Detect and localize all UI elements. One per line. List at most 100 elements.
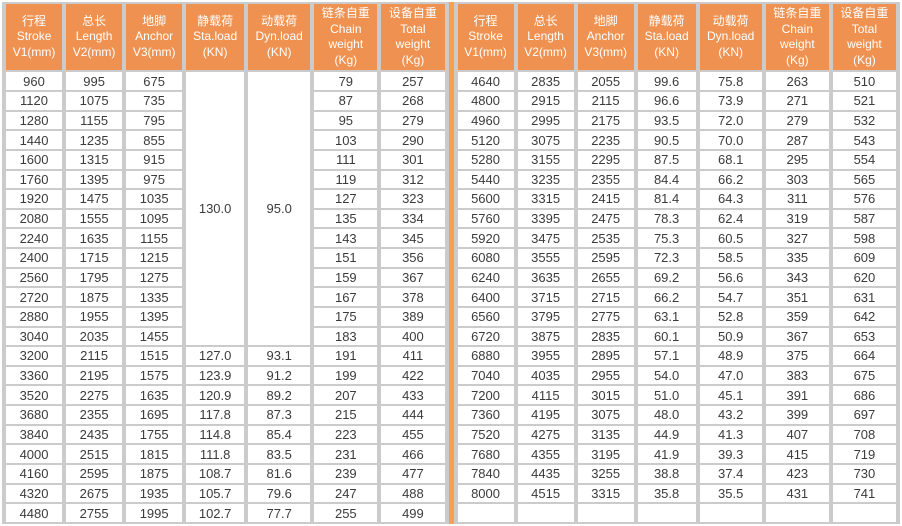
cell: 87.3 [248,406,311,424]
cell: 708 [832,425,896,444]
cell: 290 [381,131,445,149]
header-line: Dyn.load [255,29,303,44]
cell: 4035 [517,366,574,385]
cell: 2895 [577,347,634,365]
cell: 75.8 [699,72,762,90]
header-line: (Kg) [401,52,425,67]
cell: 587 [832,209,896,228]
cell: 41.3 [699,425,762,444]
cell: 2235 [577,131,634,149]
cell: 3635 [517,268,574,287]
cell: 3795 [517,307,574,326]
cell: 3040 [6,327,63,346]
cell: 4480 [6,504,63,522]
cell: 3715 [517,288,574,306]
cell: 855 [126,131,183,149]
cell: 1155 [126,229,183,247]
header-cell-total-weight: 设备自重 Total weight (Kg) [381,4,445,71]
cell: 48.9 [699,347,762,365]
table-row: 7520 4275 3135 44.9 41.3 407 708 [457,425,896,444]
cell: 1955 [66,307,123,326]
cell: 231 [314,445,378,463]
cell: 151 [314,249,378,267]
cell: 105.7 [186,484,245,503]
cell: 2715 [577,288,634,306]
cell: 697 [832,406,896,424]
cell: 6240 [457,268,514,287]
cell: 79.6 [248,484,311,503]
cell: 576 [832,190,896,208]
cell: 351 [765,288,829,306]
cell: 2655 [577,268,634,287]
header-line: Anchor [586,29,625,44]
cell: 399 [765,406,829,424]
cell: 2955 [577,366,634,385]
header-line: V3(mm) [132,44,176,59]
header-line: 链条自重 [321,6,370,20]
cell: 6720 [457,327,514,346]
header-cell-chain-weight: 链条自重 Chain weight (Kg) [765,4,829,71]
cell: 719 [832,445,896,463]
cell: 2835 [517,72,574,90]
table-row: 7040 4035 2955 54.0 47.0 383 675 [457,366,896,385]
cell: 334 [381,209,445,228]
cell: 1515 [126,347,183,365]
table-row: 3840 2435 1755 114.8 85.4 223 455 [6,425,445,444]
header-cell-length: 总长 Length V2(mm) [66,4,123,71]
cell: 327 [765,229,829,247]
cell: 239 [314,464,378,483]
cell: 3475 [517,229,574,247]
cell: 400 [381,327,445,346]
spec-table-left: 行程 Stroke V1(mm) 总长 Length V2(mm) 地脚 Anchor V3(m… [2,2,449,524]
cell: 175 [314,307,378,326]
cell: 356 [381,249,445,267]
header-line: 链条自重 [773,6,822,20]
header-line: 设备自重 [840,6,889,20]
cell: 2675 [66,484,123,503]
cell: 1760 [6,170,63,189]
table-row: 3520 2275 1635 120.9 89.2 207 433 [6,386,445,404]
cell: 69.2 [637,268,696,287]
cell: 90.5 [637,131,696,149]
cell: 87 [314,92,378,110]
cell: 247 [314,484,378,503]
cell: 120.9 [186,386,245,404]
header-cell-stroke: 行程 Stroke V1(mm) [457,4,514,71]
cell: 72.0 [699,111,762,130]
cell: 2355 [66,406,123,424]
cell: 2915 [517,92,574,110]
empty-row [457,504,896,522]
cell: 7360 [457,406,514,424]
cell: 77.7 [248,504,311,522]
cell: 2775 [577,307,634,326]
header-line: 动载荷 [261,13,298,28]
cell: 741 [832,484,896,503]
table-row: 6880 3955 2895 57.1 48.9 375 664 [457,347,896,365]
cell: 2115 [577,92,634,110]
cell: 423 [765,464,829,483]
cell: 72.3 [637,249,696,267]
cell: 35.5 [699,484,762,503]
table-row: 6720 3875 2835 60.1 50.9 367 653 [457,327,896,346]
cell: 50.9 [699,327,762,346]
cell: 1395 [126,307,183,326]
header-line: Length [75,29,113,44]
header-cell-anchor: 地脚 Anchor V3(mm) [126,4,183,71]
cell: 521 [832,92,896,110]
cell: 2035 [66,327,123,346]
cell: 1875 [66,288,123,306]
cell: 730 [832,464,896,483]
cell: 95 [314,111,378,130]
cell: 111.8 [186,445,245,463]
cell: 68.1 [699,150,762,169]
cell: 407 [765,425,829,444]
table-row: 6080 3555 2595 72.3 58.5 335 609 [457,249,896,267]
header-line: V2(mm) [72,44,116,59]
header-line: 静载荷 [197,13,234,28]
table-divider [448,2,454,524]
cell: 3875 [517,327,574,346]
cell: 389 [381,307,445,326]
cell: 108.7 [186,464,245,483]
